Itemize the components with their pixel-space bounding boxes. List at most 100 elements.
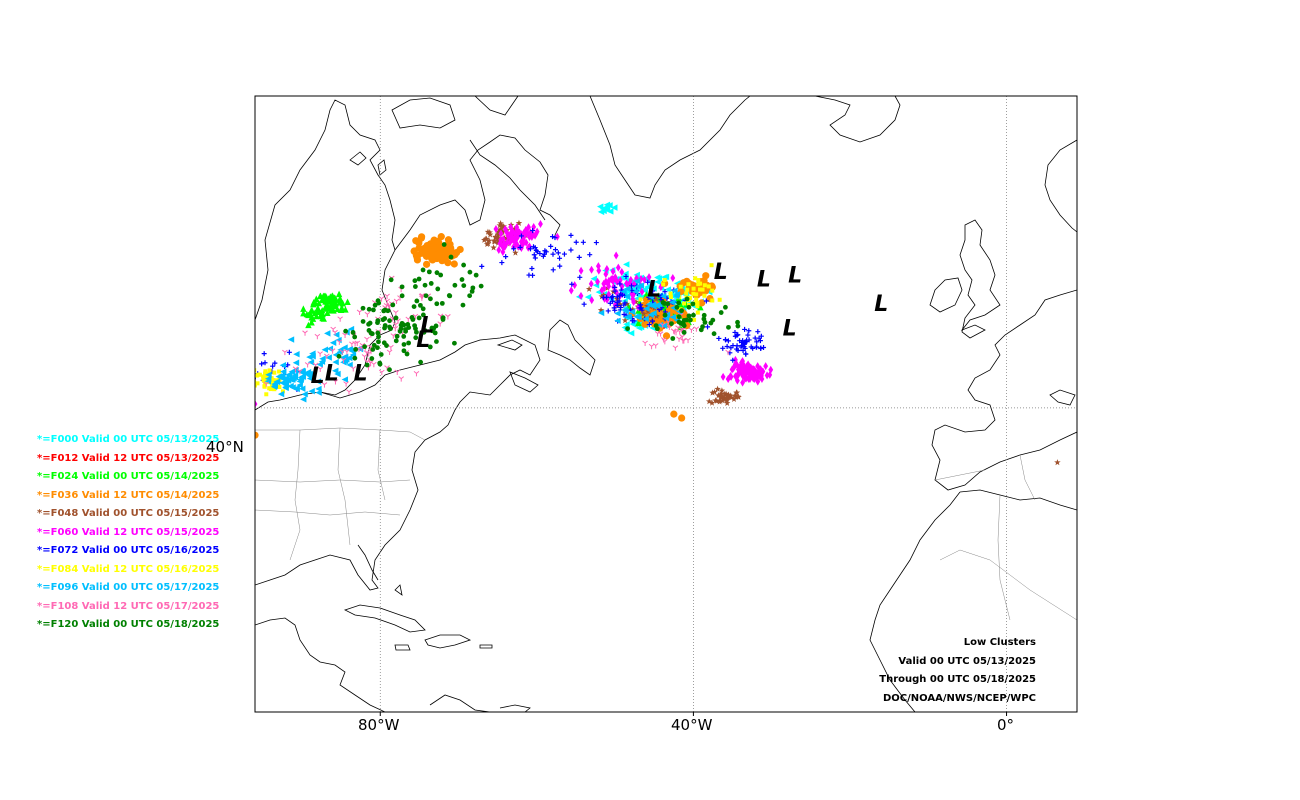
cluster-point-star — [734, 393, 741, 400]
cluster-point-tri-down — [378, 296, 385, 302]
cluster-point-triangle-left — [633, 277, 641, 285]
legend-item-f072: *=F072 Valid 00 UTC 05/16/2025 — [37, 545, 220, 556]
cluster-point-plus — [286, 349, 292, 355]
cluster-point-star — [708, 399, 716, 406]
cluster-point-pentagon — [459, 277, 465, 282]
cluster-point-square — [694, 292, 699, 297]
cluster-point-tri-down — [437, 313, 444, 319]
cluster-point-octagon — [670, 410, 678, 418]
cluster-point-octagon — [698, 299, 706, 307]
cluster-point-square — [277, 369, 282, 374]
cluster-point-plus — [621, 312, 627, 318]
cluster-point-pentagon — [393, 338, 399, 344]
cluster-point-pentagon — [382, 325, 387, 331]
cluster-point-triangle-up — [311, 309, 319, 317]
cluster-point-pentagon — [735, 323, 741, 329]
cluster-point-pentagon — [428, 281, 434, 286]
cluster-point-triangle-left — [618, 274, 625, 281]
cluster-point-pentagon — [414, 298, 420, 304]
cluster-point-plus — [703, 298, 709, 304]
cluster-point-square — [255, 381, 260, 386]
cluster-point-plus — [725, 338, 731, 344]
low-marker: L — [416, 328, 430, 353]
cluster-point-plus — [723, 337, 729, 343]
cluster-point-triangle-left — [332, 358, 339, 366]
cluster-point-triangle-left — [614, 310, 621, 317]
cluster-point-pentagon — [401, 342, 407, 347]
cluster-point-triangle-up — [319, 314, 326, 322]
cluster-point-triangle-left — [302, 370, 309, 377]
cluster-point-diamond — [518, 237, 524, 246]
low-marker: L — [647, 277, 661, 302]
cluster-point-square — [717, 297, 722, 302]
cluster-point-plus — [705, 324, 711, 330]
cluster-point-diamond — [496, 246, 502, 255]
cluster-point-plus — [511, 246, 517, 252]
cluster-point-octagon — [452, 248, 461, 257]
cluster-point-octagon — [702, 272, 710, 280]
cluster-point-triangle-up — [323, 305, 330, 312]
cluster-point-pentagon — [366, 321, 371, 327]
cluster-point-pentagon — [670, 336, 676, 341]
cluster-point-star — [494, 231, 502, 238]
cluster-point-triangle-left — [301, 391, 308, 398]
cluster-point-pentagon — [418, 302, 423, 308]
cluster-point-triangle-left — [346, 354, 353, 362]
cluster-point-plus — [757, 338, 763, 344]
cluster-point-pentagon — [420, 267, 426, 273]
cluster-point-plus — [518, 233, 524, 239]
cluster-point-pentagon — [350, 330, 356, 335]
low-marker: L — [420, 313, 434, 338]
cluster-point-pentagon — [381, 340, 387, 346]
cluster-point-tri-down — [445, 314, 451, 320]
cluster-point-triangle-left — [314, 378, 322, 385]
cluster-point-square — [695, 310, 700, 315]
cluster-point-star — [491, 237, 499, 244]
cluster-point-plus — [645, 279, 651, 285]
cluster-point-plus — [607, 300, 613, 306]
cluster-point-plus — [259, 361, 265, 367]
cluster-point-pentagon — [434, 339, 439, 344]
cluster-point-diamond — [599, 286, 605, 295]
cluster-point-triangle-left — [279, 362, 287, 369]
cluster-point-diamond — [510, 235, 516, 244]
cluster-point-tri-down — [394, 369, 401, 376]
cluster-point-star — [481, 236, 488, 243]
cluster-point-square — [661, 282, 666, 287]
cluster-point-square — [696, 278, 701, 283]
cluster-point-triangle-up — [337, 295, 344, 303]
info-valid: Valid 00 UTC 05/13/2025 — [898, 655, 1036, 667]
low-marker: L — [788, 263, 802, 288]
cluster-point-triangle-left — [306, 353, 313, 361]
cluster-point-star — [717, 392, 724, 399]
cluster-point-octagon — [255, 431, 259, 439]
cluster-points — [249, 201, 1061, 466]
cluster-point-square — [698, 281, 703, 286]
cluster-point-plus — [758, 333, 764, 339]
cluster-point-diamond — [617, 276, 623, 285]
cluster-point-tri-down — [343, 381, 349, 387]
cluster-point-triangle-left — [637, 282, 645, 289]
cluster-point-tri-down — [393, 310, 399, 316]
cluster-point-plus — [532, 245, 538, 251]
cluster-point-tri-down — [680, 338, 686, 344]
cluster-point-star — [644, 308, 652, 315]
cluster-point-diamond — [500, 247, 506, 256]
cluster-point-plus — [716, 335, 722, 341]
cluster-point-plus — [249, 365, 254, 370]
cluster-point-octagon — [410, 247, 418, 255]
gridlines — [255, 96, 1077, 712]
cluster-point-triangle-left — [650, 303, 657, 310]
cluster-point-pentagon — [409, 315, 415, 320]
cluster-point-tri-down — [371, 361, 377, 368]
cluster-point-diamond — [507, 238, 513, 247]
cluster-point-pentagon — [390, 302, 396, 308]
map-frame-background — [255, 96, 1077, 712]
cluster-point-triangle-up — [327, 303, 334, 310]
cluster-point-pentagon — [382, 316, 388, 321]
cluster-point-tri-down — [437, 321, 444, 327]
cluster-point-star — [643, 302, 651, 309]
cluster-point-pentagon — [399, 293, 405, 299]
cluster-point-diamond — [670, 273, 676, 282]
cluster-point-square — [277, 385, 282, 390]
